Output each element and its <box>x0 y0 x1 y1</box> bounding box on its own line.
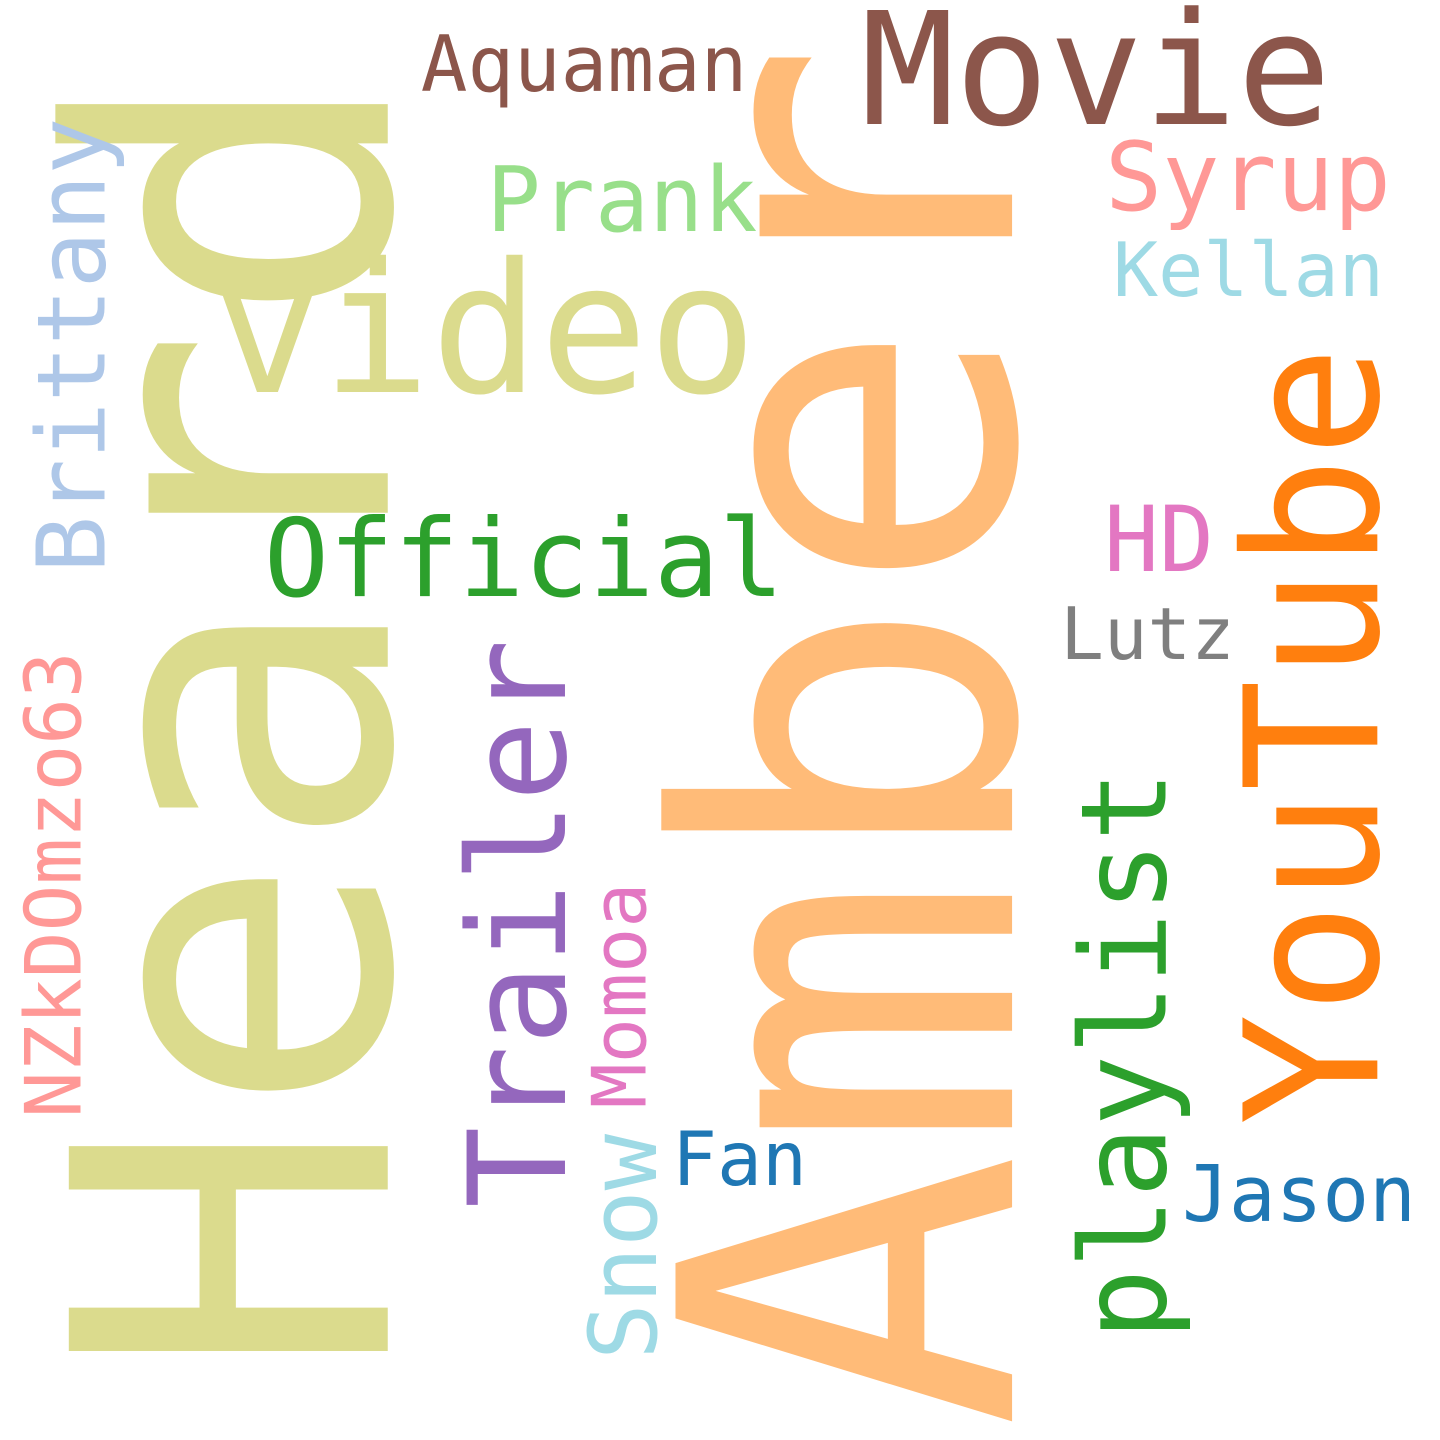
word-prank: Prank <box>486 148 758 253</box>
word-momoa: Momoa <box>575 882 664 1108</box>
word-kellan: Kellan <box>1113 225 1384 314</box>
word-aquaman: Aquaman <box>420 20 748 111</box>
word-movie: Movie <box>860 0 1332 162</box>
word-syrup: Syrup <box>1105 122 1391 233</box>
word-trailer: Trailer <box>439 639 597 1208</box>
word-official: Official <box>263 497 785 622</box>
word-jason: Jason <box>1182 1149 1416 1240</box>
word-video: video <box>213 224 757 436</box>
word-hd: HD <box>1104 485 1214 593</box>
word-nzkdomzo63: NZkDOmzo63 <box>9 651 100 1119</box>
word-lutz: Lutz <box>1060 592 1235 677</box>
word-fan: Fan <box>672 1115 807 1203</box>
word-youtube: YouTube <box>1205 345 1422 1126</box>
word-snow: Snow <box>569 1134 679 1360</box>
word-playlist: playlist <box>1055 770 1194 1340</box>
word-brittany: Brittany <box>17 117 128 574</box>
